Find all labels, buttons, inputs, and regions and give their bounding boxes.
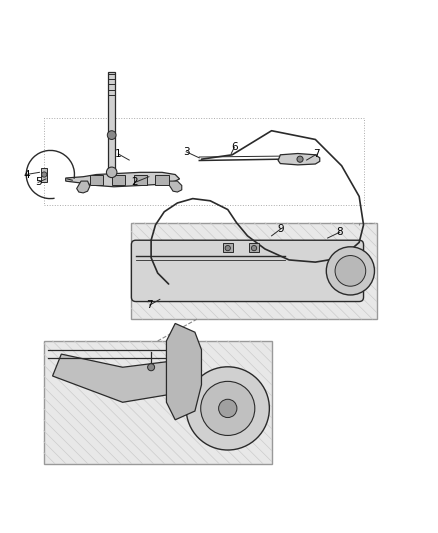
Circle shape (335, 255, 366, 286)
Text: 7: 7 (146, 300, 153, 310)
Bar (41, 168, 47, 182)
Polygon shape (278, 154, 320, 165)
Circle shape (297, 156, 303, 162)
Polygon shape (77, 181, 90, 193)
Text: 5: 5 (35, 177, 42, 188)
Text: 8: 8 (336, 228, 343, 237)
Circle shape (42, 172, 47, 177)
Text: 9: 9 (277, 224, 284, 235)
Polygon shape (66, 172, 180, 187)
Bar (249, 243, 259, 253)
Text: 6: 6 (231, 142, 238, 152)
Circle shape (106, 167, 117, 177)
Circle shape (219, 399, 237, 417)
Text: 4: 4 (23, 169, 30, 180)
Circle shape (148, 364, 155, 371)
Bar (108, 71, 115, 174)
Circle shape (326, 247, 374, 295)
Polygon shape (166, 181, 182, 192)
Circle shape (107, 131, 116, 140)
Circle shape (225, 246, 230, 251)
Bar (223, 243, 233, 253)
FancyBboxPatch shape (131, 240, 364, 302)
FancyBboxPatch shape (44, 341, 272, 464)
Bar (90, 174, 103, 185)
Text: 7: 7 (313, 149, 320, 159)
Polygon shape (166, 324, 201, 420)
Text: 2: 2 (131, 177, 138, 188)
Bar (112, 174, 125, 185)
Text: 3: 3 (183, 147, 190, 157)
Circle shape (186, 367, 269, 450)
Circle shape (251, 246, 257, 251)
Text: 1: 1 (115, 149, 122, 159)
FancyBboxPatch shape (131, 223, 377, 319)
Bar (155, 174, 169, 185)
Bar (134, 174, 147, 185)
Polygon shape (53, 354, 201, 402)
Circle shape (201, 382, 255, 435)
